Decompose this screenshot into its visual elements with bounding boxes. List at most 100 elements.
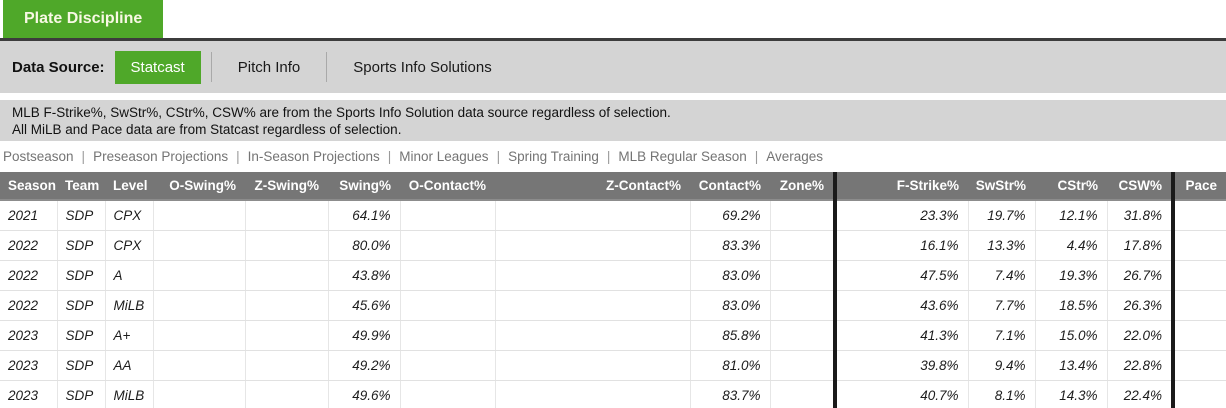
table-row: 2022 SDP A 43.8% 83.0% 47.5% 7.4% 19.3% 26.7% bbox=[0, 260, 1226, 291]
spacer bbox=[0, 93, 1226, 100]
table-row: 2023 SDP AA 49.2% 81.0% 39.8% 9.4% 13.4% 22.8% bbox=[0, 350, 1226, 381]
filter-link-in-season-projections[interactable]: In-Season Projections bbox=[247, 149, 380, 164]
cell-level: MiLB bbox=[105, 290, 154, 321]
cell-swstr: 7.4% bbox=[968, 260, 1036, 291]
table-row: 2023 SDP A+ 49.9% 85.8% 41.3% 7.1% 15.0% 22.0% bbox=[0, 320, 1226, 351]
cell-level: CPX bbox=[105, 230, 154, 261]
note-line-1: MLB F-Strike%, SwStr%, CStr%, CSW% are f… bbox=[12, 105, 671, 120]
cell-ocontact bbox=[400, 290, 496, 321]
column-header-csw[interactable]: CSW% bbox=[1107, 172, 1173, 201]
column-header-contact[interactable]: Contact% bbox=[690, 172, 770, 201]
column-header-zone[interactable]: Zone% bbox=[770, 172, 835, 201]
cell-season: 2023 bbox=[0, 350, 58, 381]
cell-zswing bbox=[245, 200, 329, 231]
cell-pace bbox=[1171, 350, 1226, 381]
link-separator: | bbox=[81, 149, 86, 164]
cell-cstr: 19.3% bbox=[1035, 260, 1108, 291]
column-header-ocontact[interactable]: O-Contact% bbox=[400, 172, 495, 201]
cell-pace bbox=[1171, 230, 1226, 261]
cell-zswing bbox=[245, 320, 329, 351]
cell-fstrike: 23.3% bbox=[833, 200, 969, 231]
link-separator: | bbox=[387, 149, 392, 164]
cell-csw: 31.8% bbox=[1107, 200, 1174, 231]
cell-level: MiLB bbox=[105, 380, 154, 408]
filter-link-postseason[interactable]: Postseason bbox=[3, 149, 74, 164]
filter-link-preseason-projections[interactable]: Preseason Projections bbox=[93, 149, 229, 164]
table-row: 2022 SDP MiLB 45.6% 83.0% 43.6% 7.7% 18.5% 26.3% bbox=[0, 290, 1226, 321]
cell-oswing bbox=[153, 260, 246, 291]
filter-link-mlb-regular-season[interactable]: MLB Regular Season bbox=[618, 149, 747, 164]
cell-swing: 43.8% bbox=[328, 260, 401, 291]
cell-cstr: 14.3% bbox=[1035, 380, 1108, 408]
column-header-level[interactable]: Level bbox=[105, 172, 153, 201]
column-header-cstr[interactable]: CStr% bbox=[1035, 172, 1107, 201]
cell-zone bbox=[770, 380, 836, 408]
data-source-option-statcast[interactable]: Statcast bbox=[114, 50, 201, 84]
cell-swing: 49.9% bbox=[328, 320, 401, 351]
column-header-season[interactable]: Season bbox=[0, 172, 57, 201]
cell-swing: 64.1% bbox=[328, 200, 401, 231]
cell-swing: 49.6% bbox=[328, 380, 401, 408]
cell-fstrike: 40.7% bbox=[833, 380, 969, 408]
cell-zcontact bbox=[495, 200, 691, 231]
cell-cstr: 12.1% bbox=[1035, 200, 1108, 231]
data-source-separator bbox=[210, 52, 212, 82]
cell-team: SDP bbox=[57, 230, 106, 261]
cell-fstrike: 39.8% bbox=[833, 350, 969, 381]
data-source-option-sports-info-solutions[interactable]: Sports Info Solutions bbox=[353, 58, 492, 76]
cell-season: 2022 bbox=[0, 230, 58, 261]
column-header-zswing[interactable]: Z-Swing% bbox=[245, 172, 328, 201]
cell-csw: 22.0% bbox=[1107, 320, 1174, 351]
cell-zswing bbox=[245, 230, 329, 261]
column-header-swing[interactable]: Swing% bbox=[328, 172, 400, 201]
cell-team: SDP bbox=[57, 200, 106, 231]
cell-contact: 69.2% bbox=[690, 200, 771, 231]
cell-zcontact bbox=[495, 260, 691, 291]
filter-link-averages[interactable]: Averages bbox=[766, 149, 824, 164]
link-separator: | bbox=[754, 149, 759, 164]
cell-level: AA bbox=[105, 350, 154, 381]
cell-ocontact bbox=[400, 320, 496, 351]
cell-zswing bbox=[245, 350, 329, 381]
cell-csw: 22.4% bbox=[1107, 380, 1174, 408]
cell-oswing bbox=[153, 230, 246, 261]
cell-zone bbox=[770, 200, 836, 231]
cell-zcontact bbox=[495, 350, 691, 381]
tab-plate-discipline[interactable]: Plate Discipline bbox=[3, 0, 164, 38]
column-header-fstrike[interactable]: F-Strike% bbox=[833, 172, 968, 201]
cell-team: SDP bbox=[57, 320, 106, 351]
column-header-oswing[interactable]: O-Swing% bbox=[153, 172, 245, 201]
cell-zcontact bbox=[495, 320, 691, 351]
cell-zswing bbox=[245, 380, 329, 408]
link-separator: | bbox=[496, 149, 501, 164]
cell-swstr: 8.1% bbox=[968, 380, 1036, 408]
cell-season: 2023 bbox=[0, 320, 58, 351]
cell-team: SDP bbox=[57, 290, 106, 321]
cell-swstr: 19.7% bbox=[968, 200, 1036, 231]
filter-link-minor-leagues[interactable]: Minor Leagues bbox=[399, 149, 489, 164]
cell-swstr: 7.1% bbox=[968, 320, 1036, 351]
cell-team: SDP bbox=[57, 350, 106, 381]
cell-swstr: 13.3% bbox=[968, 230, 1036, 261]
cell-cstr: 15.0% bbox=[1035, 320, 1108, 351]
cell-swing: 45.6% bbox=[328, 290, 401, 321]
cell-ocontact bbox=[400, 230, 496, 261]
cell-csw: 26.3% bbox=[1107, 290, 1174, 321]
table-row: 2022 SDP CPX 80.0% 83.3% 16.1% 13.3% 4.4% 17.8% bbox=[0, 230, 1226, 261]
column-header-team[interactable]: Team bbox=[57, 172, 105, 201]
column-header-zcontact[interactable]: Z-Contact% bbox=[495, 172, 690, 201]
cell-zone bbox=[770, 320, 836, 351]
cell-zcontact bbox=[495, 380, 691, 408]
cell-cstr: 18.5% bbox=[1035, 290, 1108, 321]
cell-fstrike: 43.6% bbox=[833, 290, 969, 321]
data-source-option-pitch-info[interactable]: Pitch Info bbox=[237, 58, 301, 76]
column-header-swstr[interactable]: SwStr% bbox=[968, 172, 1035, 201]
column-header-pace[interactable]: Pace bbox=[1171, 172, 1226, 201]
cell-season: 2022 bbox=[0, 260, 58, 291]
filter-link-spring-training[interactable]: Spring Training bbox=[508, 149, 599, 164]
season-filter-links: Postseason | Preseason Projections | In-Seas… bbox=[0, 141, 1226, 172]
link-separator: | bbox=[606, 149, 611, 164]
cell-fstrike: 41.3% bbox=[833, 320, 969, 351]
cell-swing: 80.0% bbox=[328, 230, 401, 261]
